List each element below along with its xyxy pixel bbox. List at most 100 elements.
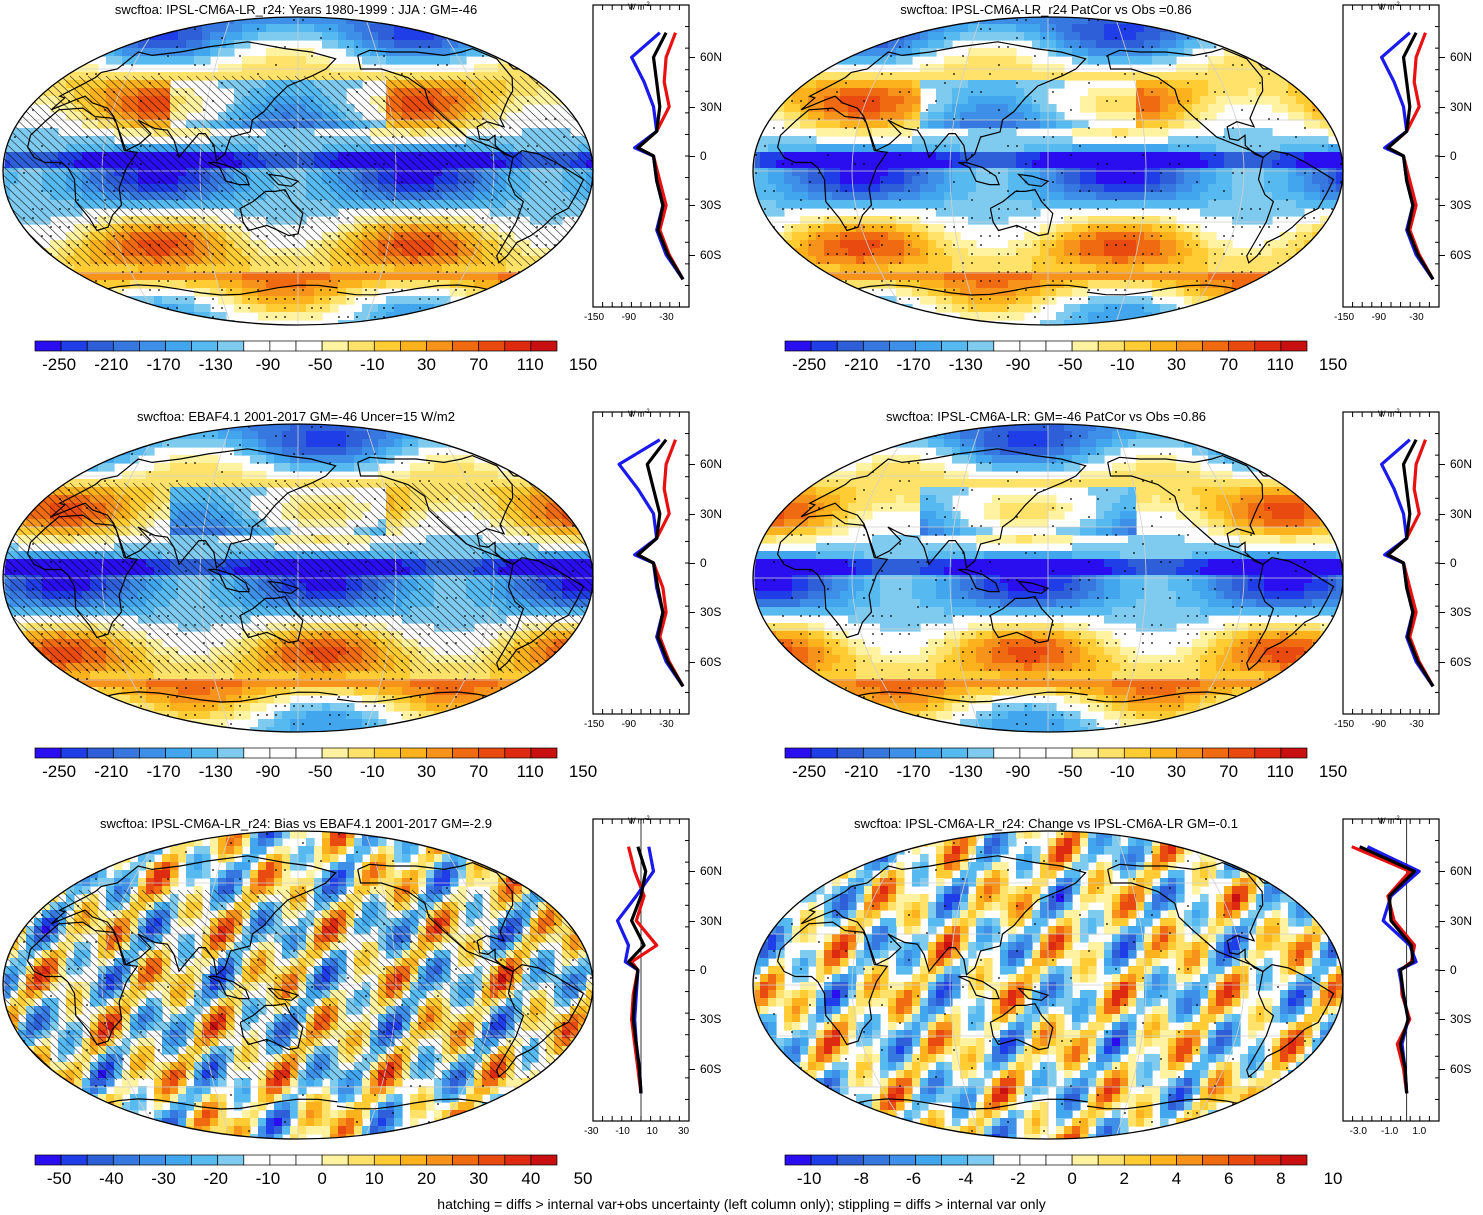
panel-title: swcftoa: IPSL-CM6A-LR_r24: Years 1980-19…	[114, 2, 478, 17]
colorbar-label: 70	[1219, 355, 1239, 374]
profile-mean-line	[1386, 31, 1435, 281]
colorbar-label: -170	[146, 355, 181, 374]
colorbar-label: -130	[948, 762, 983, 781]
colorbar-swatch	[1228, 1154, 1256, 1166]
lat-tick	[1439, 513, 1445, 515]
colorbar-swatch	[34, 340, 62, 352]
colorbar-swatch	[1254, 1154, 1282, 1166]
colorbar-label: -250	[792, 762, 827, 781]
lat-tick	[689, 563, 695, 564]
lat-label: 0	[1450, 556, 1457, 570]
lat-tick	[689, 156, 695, 157]
robinson-map	[752, 16, 1344, 326]
profile-unit: W m-2	[1378, 2, 1400, 12]
colorbar-swatch	[784, 1154, 812, 1166]
colorbar-swatch	[915, 340, 942, 352]
colorbar-swatch	[889, 747, 916, 759]
zonal-mean-profile	[592, 4, 690, 308]
colorbar-swatch	[321, 1154, 349, 1166]
unit-exponent: -2	[1394, 816, 1400, 822]
colorbar-swatch	[86, 340, 114, 352]
colorbar-swatch	[810, 747, 838, 759]
profile-mean-line	[636, 438, 685, 688]
colorbar-label: 30	[469, 1169, 489, 1188]
colorbar-swatch	[478, 747, 506, 759]
colorbar-swatch	[112, 340, 140, 352]
colorbar-swatch	[836, 1154, 864, 1166]
profile-mean-line	[1359, 845, 1417, 1094]
lat-label: 60S	[1450, 1061, 1472, 1076]
colorbar-swatch	[967, 1154, 995, 1166]
colorbar-swatch	[1045, 747, 1073, 759]
lat-label: 0	[700, 963, 707, 977]
lat-tick	[689, 970, 695, 971]
colorbar-swatch	[1228, 747, 1256, 759]
colorbar-swatch	[784, 747, 812, 759]
colorbar-swatch	[504, 747, 532, 759]
lat-label: 30S	[700, 605, 722, 620]
profile-unit: W m-2	[1378, 816, 1400, 826]
colorbar-label: -170	[146, 762, 181, 781]
lat-tick	[689, 254, 695, 256]
lat-label: 60N	[1450, 457, 1473, 472]
colorbar-swatch	[530, 340, 558, 352]
colorbar-label: -130	[198, 355, 233, 374]
colorbar-swatch	[1280, 1154, 1308, 1166]
lat-label: 0	[1450, 149, 1457, 163]
colorbar-swatch	[862, 747, 890, 759]
colorbar-swatch	[993, 1154, 1021, 1166]
lat-label: 0	[1450, 963, 1457, 977]
colorbar-label: -40	[99, 1169, 124, 1188]
colorbar-label: -250	[42, 762, 77, 781]
colorbar-label: -250	[792, 355, 827, 374]
profile-mean-line	[626, 846, 648, 1094]
lat-tick	[689, 513, 695, 515]
map-graticule	[753, 17, 1343, 325]
colorbar-label: -90	[255, 762, 281, 781]
colorbar-swatch	[1254, 340, 1282, 352]
colorbar-swatch	[478, 340, 506, 352]
colorbar-swatch	[60, 340, 88, 352]
lat-tick	[689, 205, 695, 207]
colorbar-label: 10	[364, 1169, 384, 1188]
colorbar-swatch	[862, 340, 890, 352]
map-graticule	[753, 831, 1343, 1139]
colorbar-label: 70	[469, 762, 489, 781]
colorbar-label: -8	[853, 1169, 869, 1188]
colorbar-swatch	[139, 747, 166, 759]
lat-tick	[1439, 920, 1445, 922]
panel-5: swcftoa: IPSL-CM6A-LR_r24: Bias vs EBAF4…	[0, 814, 740, 1214]
colorbar-swatch	[1123, 747, 1151, 759]
panel-1: swcftoa: IPSL-CM6A-LR_r24: Years 1980-19…	[0, 0, 740, 400]
colorbar-label: 8	[1276, 1169, 1286, 1188]
profile-tick-label: -30	[1409, 312, 1424, 323]
colorbar-swatch	[1176, 1154, 1203, 1166]
profile-tick-label: -30	[659, 719, 674, 730]
lat-label: 60N	[1450, 864, 1473, 879]
lat-label: 30S	[1450, 605, 1472, 620]
profile-obs-line	[1380, 438, 1435, 688]
colorbar-swatch	[347, 747, 375, 759]
profile-tick-label: -150	[584, 312, 605, 323]
colorbar-swatch	[86, 747, 114, 759]
profile-tick-label: -30	[1409, 719, 1424, 730]
colorbar-label: 150	[568, 355, 598, 374]
profile-tick-label: -150	[1334, 719, 1355, 730]
colorbar-swatch	[836, 747, 864, 759]
colorbar-label: 50	[573, 1169, 593, 1188]
colorbar-swatch	[784, 340, 812, 352]
colorbar-swatch	[1019, 1154, 1047, 1166]
colorbar-swatch	[862, 1154, 890, 1166]
colorbar-label: 0	[317, 1169, 327, 1188]
lat-label: 0	[700, 149, 707, 163]
profile-tick-label: -30	[659, 312, 674, 323]
colorbar-swatch	[295, 340, 323, 352]
colorbar	[34, 1154, 558, 1166]
colorbar-swatch	[1228, 340, 1256, 352]
lat-label: 60N	[1450, 50, 1473, 65]
lat-tick	[1439, 57, 1445, 59]
colorbar-swatch	[426, 1154, 453, 1166]
colorbar-swatch	[941, 747, 969, 759]
colorbar-swatch	[967, 340, 995, 352]
colorbar-label: -4	[958, 1169, 974, 1188]
